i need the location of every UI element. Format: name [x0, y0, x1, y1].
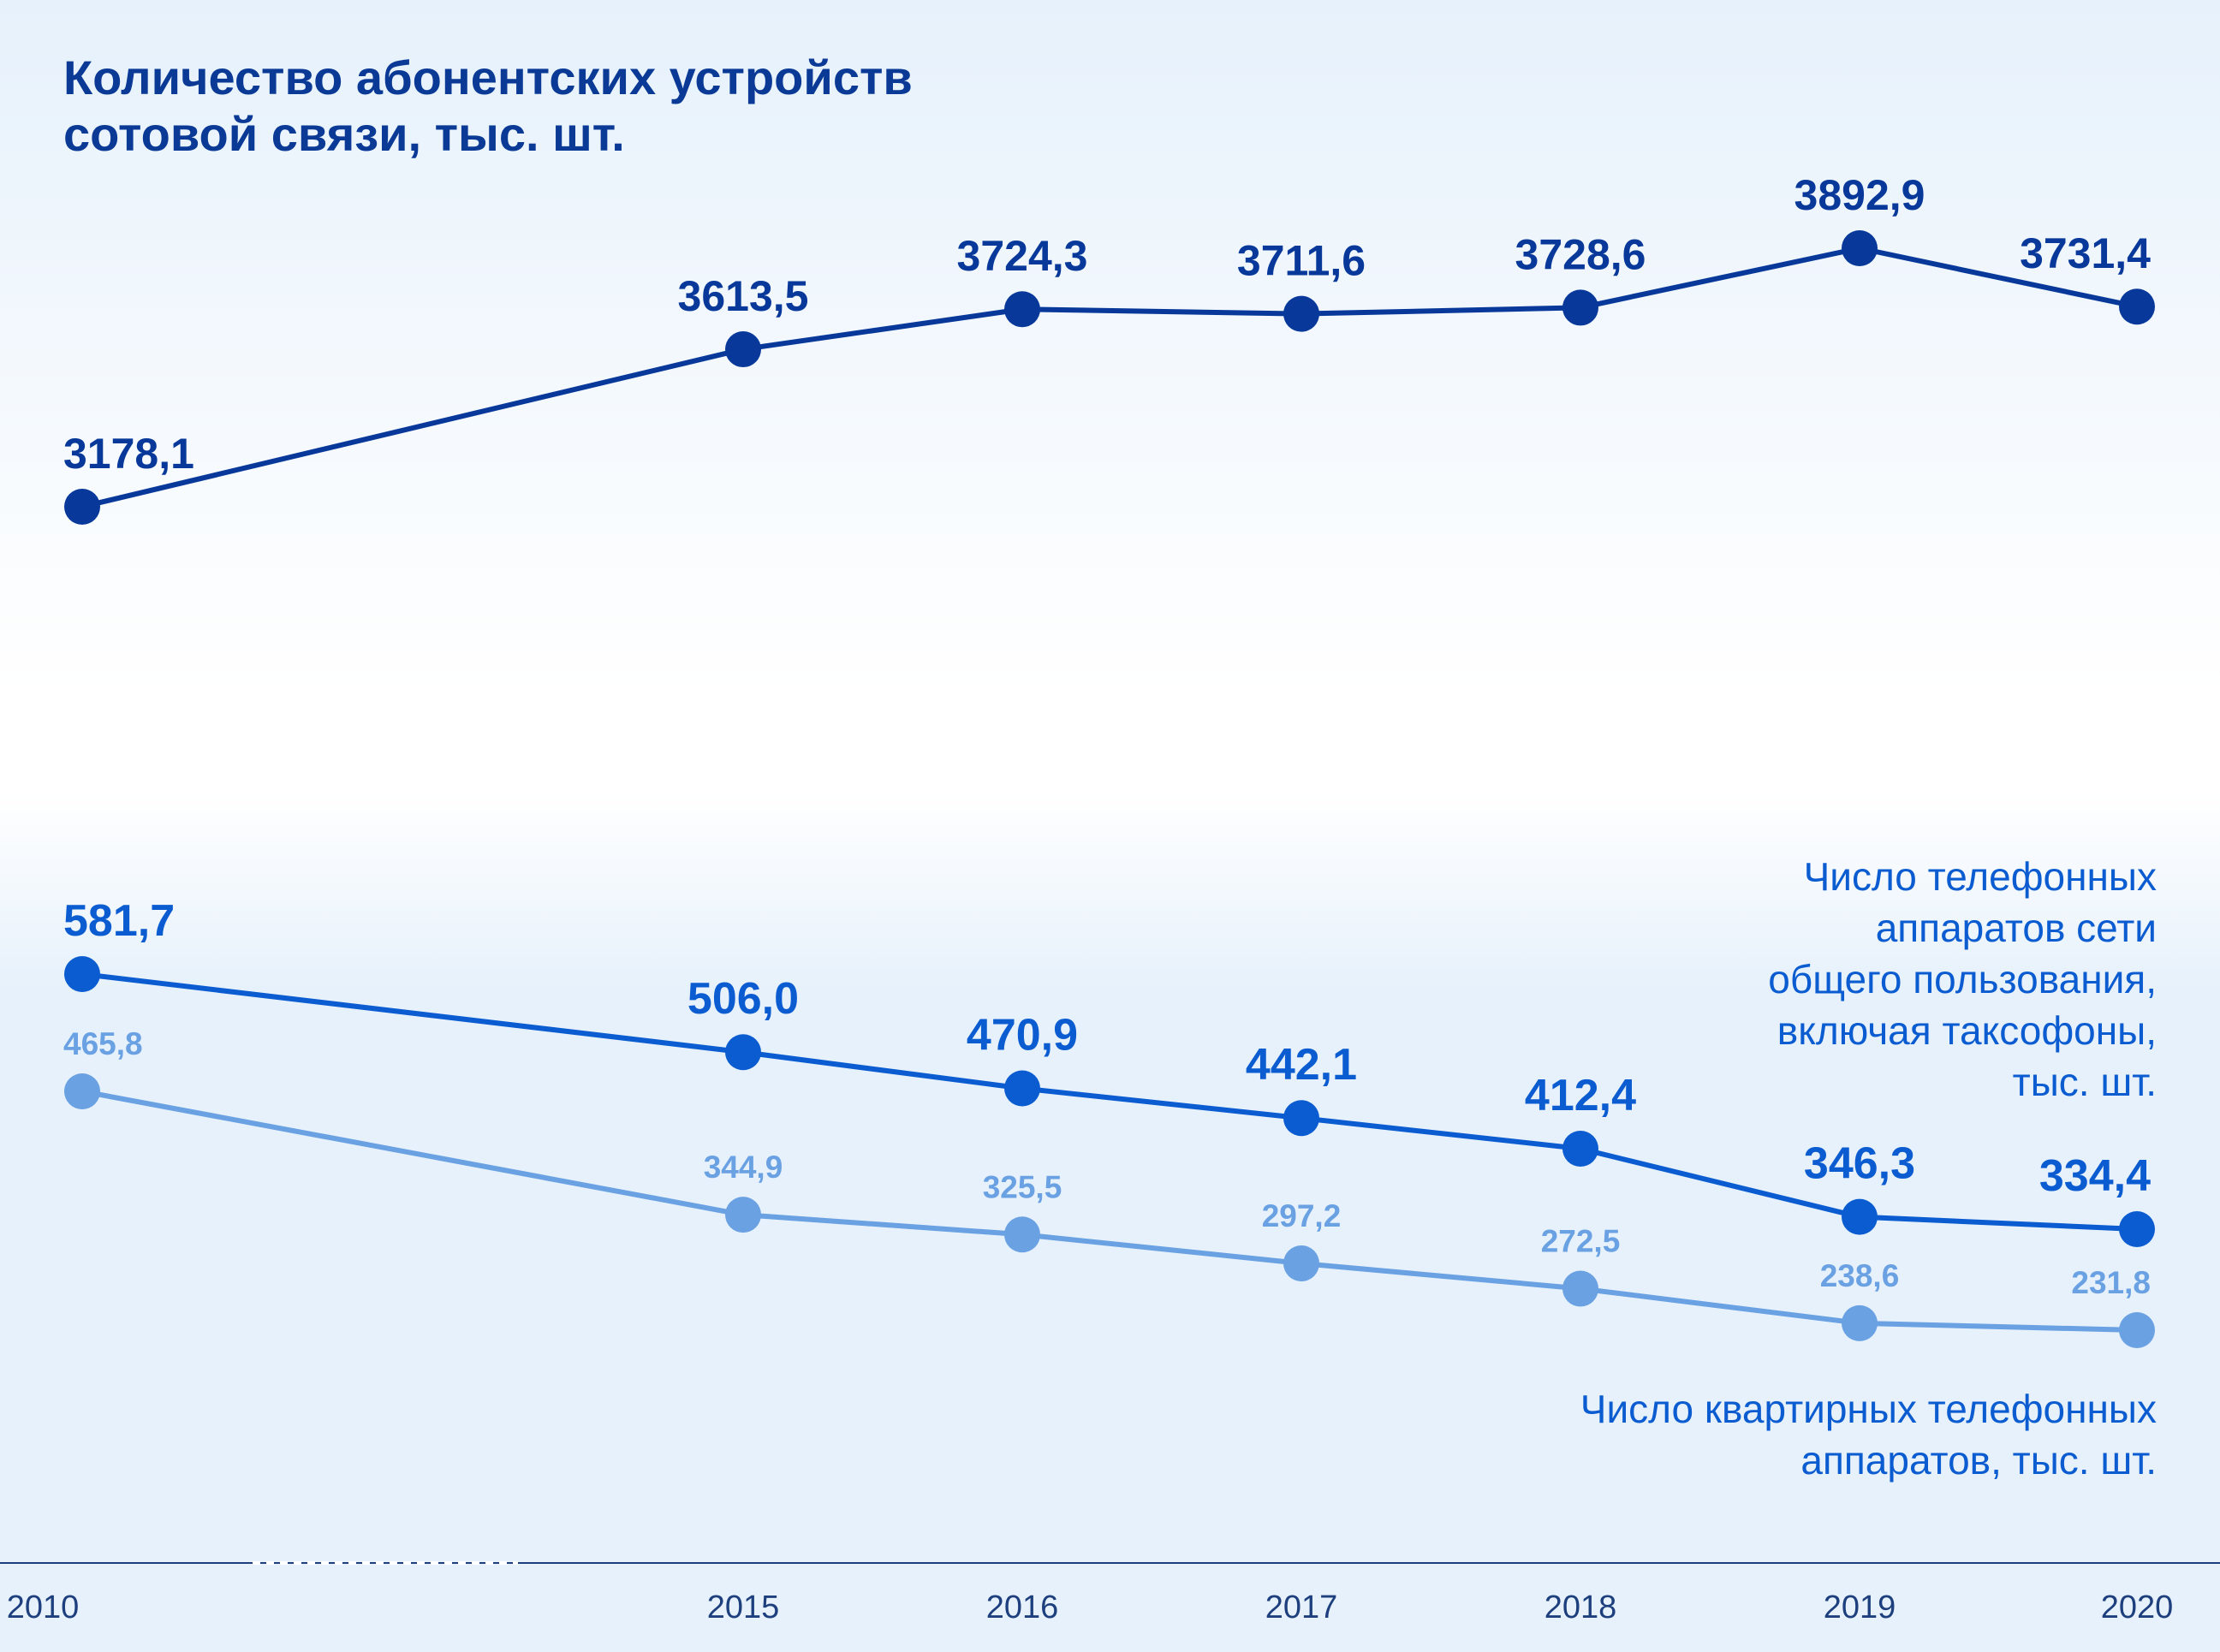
data-point-home-phones	[1562, 1270, 1598, 1307]
data-point-public-phones	[1283, 1100, 1319, 1137]
data-label-public-phones: 506,0	[687, 974, 799, 1024]
x-tick-label: 2020	[2101, 1590, 2174, 1625]
data-label-public-phones: 470,9	[967, 1011, 1078, 1061]
x-tick-label: 2018	[1544, 1590, 1617, 1625]
data-label-cellular: 3728,6	[1515, 230, 1646, 278]
series-note-line: общего пользования,	[1768, 957, 2157, 1001]
x-tick-label: 2017	[1265, 1590, 1338, 1625]
series-note-line: аппаратов, тыс. шт.	[1800, 1438, 2157, 1483]
data-label-cellular: 3892,9	[1794, 171, 1925, 219]
data-point-public-phones	[1562, 1131, 1598, 1168]
data-label-cellular: 3178,1	[63, 430, 194, 478]
data-point-public-phones	[2119, 1211, 2155, 1247]
data-label-home-phones: 465,8	[63, 1026, 143, 1061]
data-label-home-phones: 344,9	[704, 1150, 783, 1185]
data-point-cellular	[1842, 230, 1878, 266]
data-point-home-phones	[2119, 1312, 2155, 1348]
data-point-home-phones	[1842, 1304, 1878, 1341]
data-point-public-phones	[1842, 1198, 1878, 1235]
data-point-public-phones	[725, 1034, 761, 1071]
data-label-public-phones: 334,4	[2039, 1151, 2151, 1201]
series-note-line: аппаратов сети	[1875, 906, 2157, 950]
data-label-cellular: 3724,3	[957, 232, 1088, 280]
data-point-public-phones	[1004, 1070, 1040, 1107]
data-label-home-phones: 238,6	[1820, 1258, 1900, 1293]
data-label-cellular: 3613,5	[678, 272, 809, 320]
data-point-cellular	[1283, 295, 1319, 332]
data-label-cellular: 3711,6	[1237, 237, 1366, 285]
data-label-public-phones: 581,7	[63, 896, 175, 946]
series-note-line: включая таксофоны,	[1777, 1008, 2157, 1053]
series-note-line: Число квартирных телефонных	[1580, 1387, 2157, 1431]
x-tick-label: 2010	[7, 1590, 80, 1625]
series-note-home-phones: Число квартирных телефонных аппаратов, т…	[1580, 1383, 2157, 1486]
data-label-cellular: 3731,4	[2020, 229, 2151, 277]
data-label-home-phones: 272,5	[1541, 1223, 1621, 1258]
data-label-home-phones: 297,2	[1262, 1198, 1342, 1233]
data-label-public-phones: 442,1	[1246, 1040, 1357, 1090]
x-tick-label: 2015	[707, 1590, 780, 1625]
data-point-home-phones	[1283, 1245, 1319, 1282]
data-point-cellular	[1004, 291, 1040, 328]
data-point-cellular	[1562, 289, 1598, 326]
data-point-home-phones	[1004, 1216, 1040, 1253]
series-line-public-phones	[81, 972, 2138, 1232]
series-note-line: тыс. шт.	[2012, 1060, 2157, 1104]
chart-title-line: Количество абонентских устройств	[63, 51, 913, 104]
data-point-cellular	[64, 489, 100, 525]
chart-title-line: сотовой связи, тыс. шт.	[63, 107, 625, 161]
data-label-public-phones: 412,4	[1525, 1071, 1636, 1120]
x-tick-label: 2016	[986, 1590, 1059, 1625]
x-tick-label: 2019	[1824, 1590, 1896, 1625]
data-point-public-phones	[64, 956, 100, 992]
data-label-home-phones: 325,5	[983, 1169, 1062, 1204]
data-point-cellular	[2119, 288, 2155, 325]
data-point-home-phones	[64, 1073, 100, 1109]
series-note-line: Число телефонных	[1803, 854, 2157, 899]
data-point-cellular	[725, 331, 761, 368]
series-note-public-phones: Число телефонных аппаратов сети общего п…	[1768, 851, 2157, 1108]
data-label-public-phones: 346,3	[1804, 1139, 1915, 1189]
series-line-cellular	[81, 246, 2138, 509]
chart-title: Количество абонентских устройств сотовой…	[63, 50, 1091, 163]
data-label-home-phones: 231,8	[2071, 1265, 2151, 1300]
data-point-home-phones	[725, 1197, 761, 1233]
